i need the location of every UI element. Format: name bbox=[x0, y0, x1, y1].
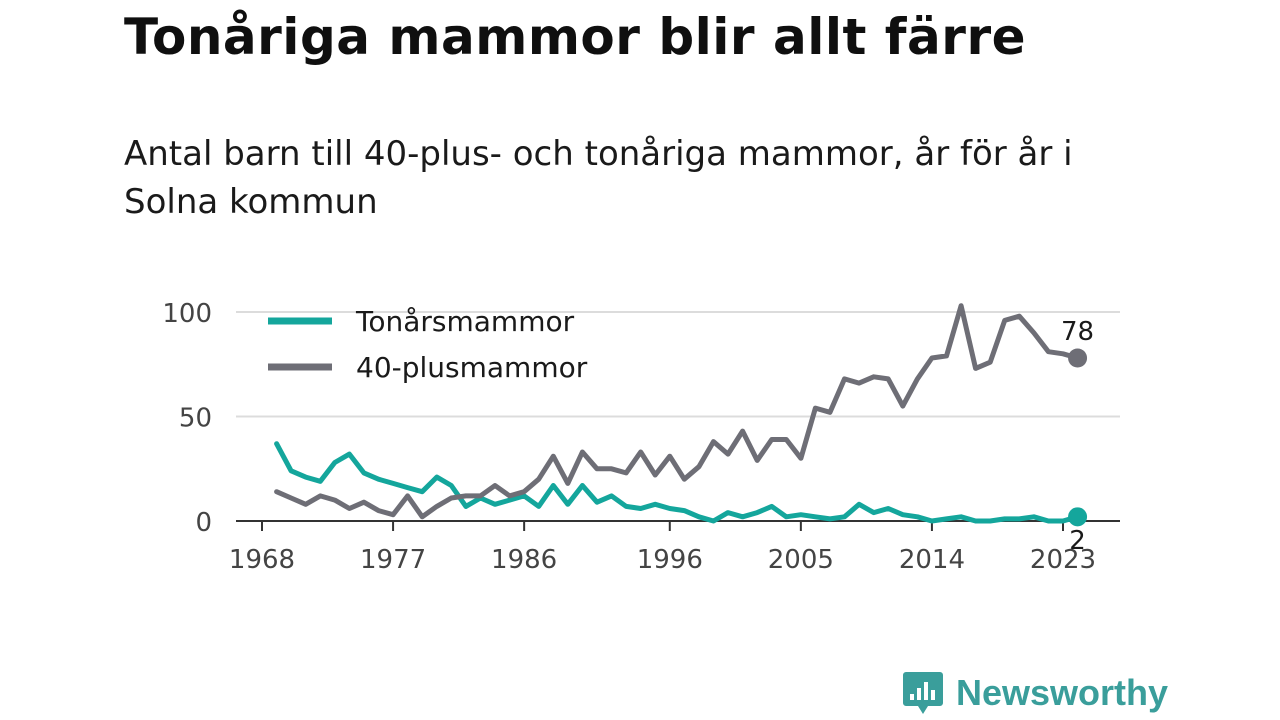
end-point bbox=[1068, 507, 1088, 527]
x-tick-label: 1996 bbox=[637, 545, 703, 575]
x-tick-label: 2023 bbox=[1030, 545, 1096, 575]
legend-label: Tonårsmammor bbox=[355, 305, 575, 338]
series-line-40-plusmammor bbox=[274, 303, 1081, 520]
x-tick-label: 1977 bbox=[360, 545, 426, 575]
end-value-label: 78 bbox=[1061, 317, 1094, 347]
brand-name: Newsworthy bbox=[956, 672, 1169, 713]
chart-title: Tonåriga mammor blir allt färre bbox=[124, 8, 1027, 66]
y-tick-label: 100 bbox=[162, 299, 212, 329]
newsworthy-logo-icon bbox=[903, 672, 943, 714]
y-tick-label: 0 bbox=[195, 508, 212, 538]
end-point bbox=[1068, 348, 1088, 368]
y-tick-label: 50 bbox=[179, 404, 212, 434]
series-line-tonarsmammor bbox=[274, 441, 1081, 524]
x-tick-label: 1968 bbox=[229, 545, 295, 575]
x-tick-label: 2005 bbox=[768, 545, 834, 575]
chart-subtitle: Antal barn till 40-plus- och tonåriga ma… bbox=[124, 134, 1073, 222]
brand-logo[interactable]: Newsworthy bbox=[902, 670, 1168, 716]
end-value-label: 2 bbox=[1069, 526, 1086, 556]
x-tick-label: 2014 bbox=[899, 545, 965, 575]
legend-label: 40-plusmammor bbox=[356, 351, 588, 384]
x-tick-label: 1986 bbox=[491, 545, 557, 575]
